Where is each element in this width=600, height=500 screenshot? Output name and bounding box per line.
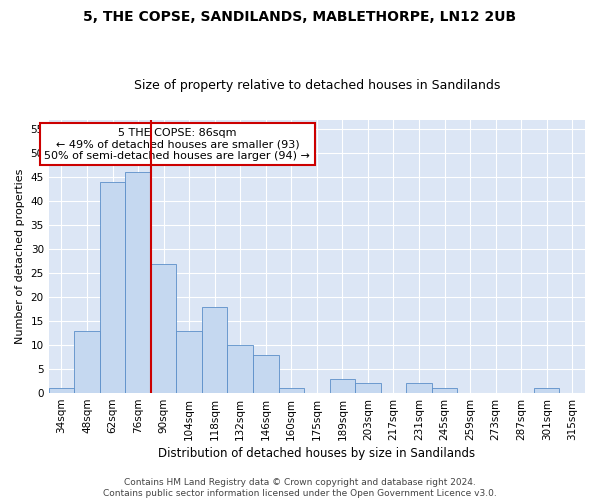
Bar xyxy=(151,264,176,393)
Bar xyxy=(278,388,304,393)
Bar xyxy=(227,345,253,393)
Bar xyxy=(534,388,559,393)
Text: Contains HM Land Registry data © Crown copyright and database right 2024.
Contai: Contains HM Land Registry data © Crown c… xyxy=(103,478,497,498)
Bar xyxy=(49,388,74,393)
Bar xyxy=(125,172,151,393)
Y-axis label: Number of detached properties: Number of detached properties xyxy=(15,168,25,344)
Text: 5, THE COPSE, SANDILANDS, MABLETHORPE, LN12 2UB: 5, THE COPSE, SANDILANDS, MABLETHORPE, L… xyxy=(83,10,517,24)
Bar xyxy=(355,384,380,393)
Bar xyxy=(432,388,457,393)
Title: Size of property relative to detached houses in Sandilands: Size of property relative to detached ho… xyxy=(134,79,500,92)
Bar xyxy=(406,384,432,393)
X-axis label: Distribution of detached houses by size in Sandilands: Distribution of detached houses by size … xyxy=(158,447,475,460)
Bar xyxy=(329,378,355,393)
Bar xyxy=(253,354,278,393)
Text: 5 THE COPSE: 86sqm
← 49% of detached houses are smaller (93)
50% of semi-detache: 5 THE COPSE: 86sqm ← 49% of detached hou… xyxy=(44,128,310,161)
Bar xyxy=(202,306,227,393)
Bar xyxy=(176,330,202,393)
Bar xyxy=(74,330,100,393)
Bar xyxy=(100,182,125,393)
